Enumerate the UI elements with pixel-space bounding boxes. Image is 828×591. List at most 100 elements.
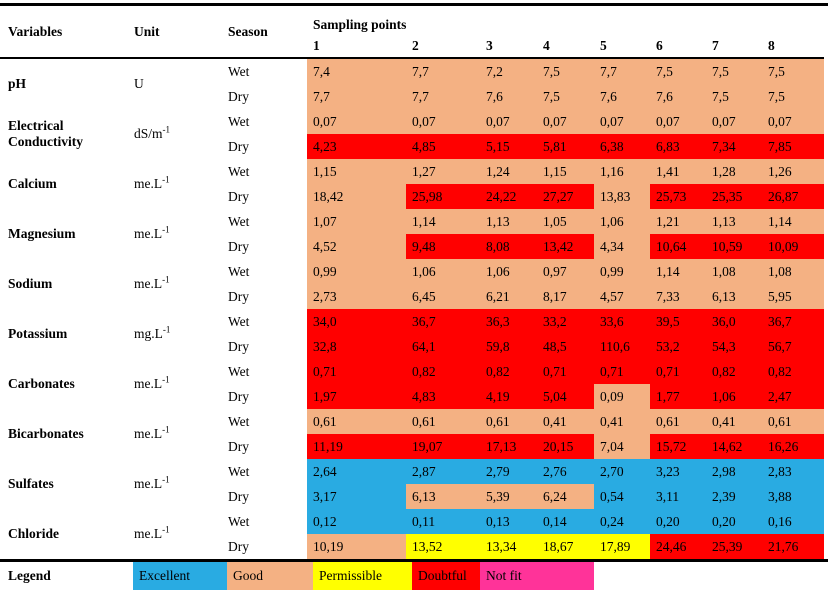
value-cell: 53,2 (650, 334, 706, 359)
value-cell: 7,7 (406, 58, 480, 84)
value-cell: 18,67 (537, 534, 594, 559)
top-rule (0, 3, 828, 6)
variable-cell: Chloride (8, 526, 60, 542)
value-cell: 7,33 (650, 284, 706, 309)
header-point-7: 7 (712, 38, 719, 53)
season-cell: Wet (228, 313, 250, 329)
table-row: Sulfates me.L-1 Wet 2,64 2,87 2,79 2,76 2,70 3,2… (0, 459, 825, 491)
season-cell: Dry (228, 538, 249, 554)
season-cell: Dry (228, 438, 249, 454)
value-cell: 18,42 (307, 184, 406, 209)
header-point-6: 6 (656, 38, 663, 53)
season-cell: Wet (228, 513, 250, 529)
value-cell: 24,46 (650, 534, 706, 559)
value-cell: 1,27 (406, 159, 480, 184)
table-row: Calcium me.L-1 Wet 1,15 1,27 1,24 1,15 1,16 1,41… (0, 159, 825, 191)
value-cell: 13,83 (594, 184, 650, 209)
unit-cell: me.L-1 (134, 374, 170, 391)
value-cell: 6,24 (537, 484, 594, 509)
value-cell: 17,89 (594, 534, 650, 559)
value-cell: 0,07 (594, 109, 650, 134)
value-cell: 7,5 (650, 58, 706, 84)
unit-superscript: -1 (162, 324, 171, 335)
value-cell: 0,41 (706, 409, 762, 434)
value-cell: 1,06 (594, 209, 650, 234)
value-cell: 2,73 (307, 284, 406, 309)
value-cell: 4,85 (406, 134, 480, 159)
value-cell: 0,82 (480, 359, 537, 384)
value-cell: 7,5 (537, 84, 594, 109)
header-sampling-points: Sampling points (313, 17, 407, 32)
season-cell: Dry (228, 338, 249, 354)
value-cell: 56,7 (762, 334, 825, 359)
season-cell: Wet (228, 263, 250, 279)
value-cell: 0,71 (307, 359, 406, 384)
value-cell: 0,20 (650, 509, 706, 534)
season-cell: Dry (228, 88, 249, 104)
value-cell: 0,07 (537, 109, 594, 134)
season-cell: Dry (228, 138, 249, 154)
header-variables: Variables (8, 23, 63, 39)
value-cell: 0,61 (650, 409, 706, 434)
table-row: Electrical Conductivity dS/m-1 Wet 0,07 0,07… (0, 109, 825, 149)
value-cell: 0,97 (537, 259, 594, 284)
table-row: Bicarbonates me.L-1 Wet 0,61 0,61 0,61 0,41 0,4… (0, 409, 825, 441)
unit-cell: me.L-1 (134, 224, 170, 241)
value-cell: 0,07 (762, 109, 825, 134)
value-cell: 8,17 (537, 284, 594, 309)
header-point-5: 5 (600, 38, 607, 53)
value-cell: 59,8 (480, 334, 537, 359)
value-cell: 2,83 (762, 459, 825, 484)
value-cell: 0,20 (706, 509, 762, 534)
value-cell: 25,98 (406, 184, 480, 209)
unit-superscript: -1 (162, 424, 170, 435)
value-cell: 0,61 (307, 409, 406, 434)
value-cell: 6,13 (706, 284, 762, 309)
value-cell: 0,41 (537, 409, 594, 434)
value-cell: 13,52 (406, 534, 480, 559)
header-point-3: 3 (486, 38, 493, 53)
value-cell: 11,19 (307, 434, 406, 459)
value-cell: 64,1 (406, 334, 480, 359)
value-cell: 7,5 (762, 58, 825, 84)
table-row: Carbonates me.L-1 Wet 0,71 0,82 0,82 0,71 0,71 0… (0, 359, 825, 391)
value-cell: 10,59 (706, 234, 762, 259)
table-row: Dry 32,8 64,1 59,8 48,5 110,6 53,2 54,3 56,7 (0, 334, 825, 359)
value-cell: 1,14 (406, 209, 480, 234)
variable-cell: Calcium (8, 176, 57, 192)
value-cell: 36,7 (406, 309, 480, 334)
legend-item-not-fit: Not fit (480, 562, 594, 590)
season-cell: Wet (228, 113, 250, 129)
value-cell: 0,71 (537, 359, 594, 384)
value-cell: 7,5 (537, 58, 594, 84)
value-cell: 10,19 (307, 534, 406, 559)
value-cell: 7,2 (480, 58, 537, 84)
value-cell: 34,0 (307, 309, 406, 334)
value-cell: 21,76 (762, 534, 825, 559)
value-cell: 2,76 (537, 459, 594, 484)
unit-superscript: -1 (162, 124, 171, 135)
value-cell: 0,12 (307, 509, 406, 534)
unit-superscript: -1 (162, 224, 170, 235)
value-cell: 4,23 (307, 134, 406, 159)
value-cell: 10,64 (650, 234, 706, 259)
value-cell: 1,41 (650, 159, 706, 184)
value-cell: 7,4 (307, 58, 406, 84)
value-cell: 48,5 (537, 334, 594, 359)
unit-superscript: -1 (162, 374, 170, 385)
value-cell: 0,99 (307, 259, 406, 284)
value-cell: 0,09 (594, 384, 650, 409)
unit-cell: me.L-1 (134, 474, 170, 491)
header-point-1: 1 (313, 38, 320, 53)
value-cell: 15,72 (650, 434, 706, 459)
value-cell: 6,13 (406, 484, 480, 509)
value-cell: 7,6 (480, 84, 537, 109)
value-cell: 1,14 (762, 209, 825, 234)
table-row: Dry 4,23 4,85 5,15 5,81 6,38 6,83 7,34 7,85 (0, 134, 825, 159)
season-cell: Wet (228, 213, 250, 229)
value-cell: 27,27 (537, 184, 594, 209)
value-cell: 33,6 (594, 309, 650, 334)
value-cell: 1,05 (537, 209, 594, 234)
value-cell: 0,82 (706, 359, 762, 384)
